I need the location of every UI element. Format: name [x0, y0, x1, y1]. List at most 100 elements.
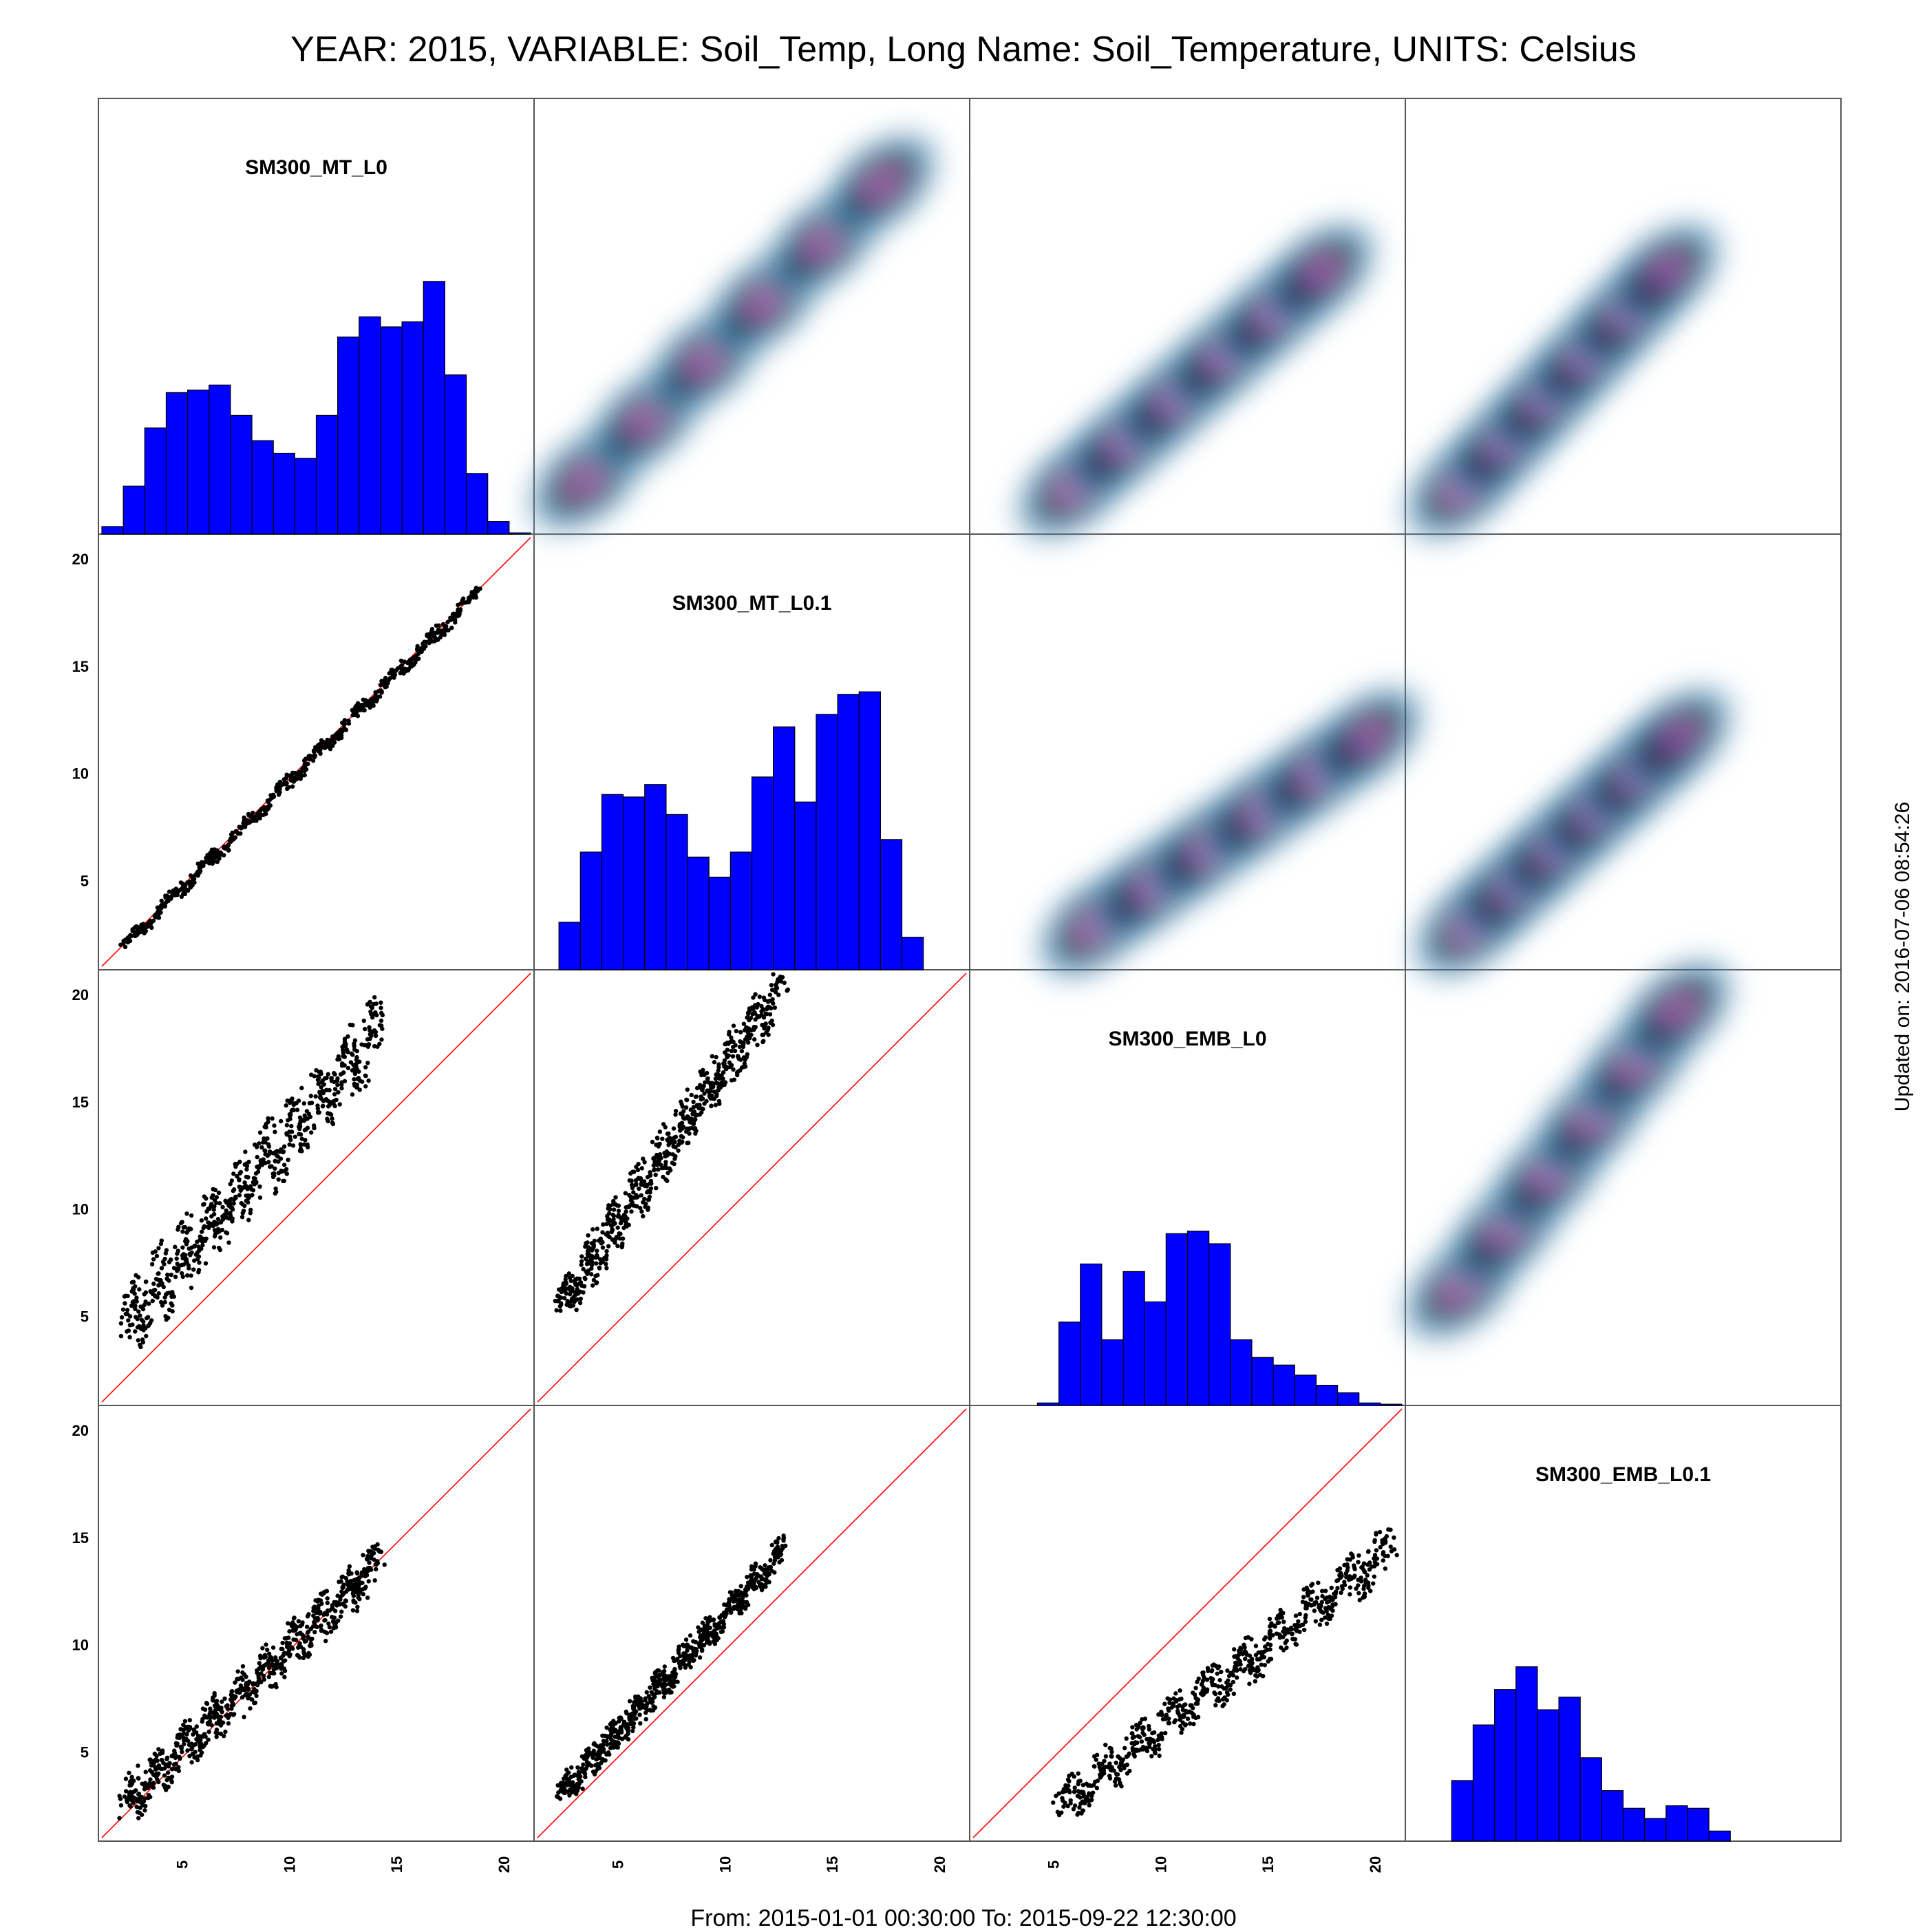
- hist-bar: [1708, 1830, 1731, 1842]
- data-point: [354, 1571, 360, 1576]
- data-point: [375, 1044, 380, 1049]
- data-point: [176, 1224, 181, 1229]
- data-point: [291, 1626, 297, 1632]
- hist-bar: [209, 384, 231, 535]
- data-point: [1268, 1647, 1273, 1652]
- data-point: [415, 644, 420, 649]
- data-point: [257, 1653, 263, 1658]
- data-point: [164, 1756, 169, 1762]
- data-point: [206, 1729, 211, 1734]
- data-point: [185, 1239, 190, 1244]
- data-point: [270, 1116, 275, 1121]
- data-point: [256, 1675, 262, 1681]
- data-point: [230, 1689, 235, 1694]
- data-point: [1319, 1604, 1323, 1609]
- data-point: [710, 1617, 715, 1623]
- data-point: [143, 1770, 148, 1774]
- data-point: [678, 1111, 683, 1116]
- data-point: [203, 1261, 209, 1266]
- data-point: [1140, 1727, 1145, 1732]
- data-point: [744, 1600, 749, 1604]
- data-point: [693, 1639, 699, 1645]
- data-point: [128, 933, 133, 937]
- data-point: [123, 1776, 129, 1781]
- data-point: [764, 1030, 769, 1035]
- data-point: [1374, 1532, 1378, 1537]
- data-point: [1237, 1659, 1243, 1664]
- data-point: [581, 1266, 586, 1272]
- data-point: [701, 1635, 705, 1639]
- data-point: [727, 1604, 732, 1609]
- data-point: [451, 611, 456, 616]
- data-point: [591, 1242, 596, 1247]
- data-point: [1394, 1553, 1399, 1558]
- data-point: [321, 1082, 327, 1087]
- data-point: [763, 1563, 767, 1568]
- data-point: [607, 1734, 613, 1739]
- data-point: [262, 1136, 266, 1141]
- data-point: [1156, 1712, 1161, 1717]
- data-point: [349, 1051, 354, 1056]
- data-point: [723, 1080, 728, 1085]
- data-point: [752, 1037, 757, 1042]
- data-point: [577, 1276, 582, 1282]
- data-point: [226, 1715, 231, 1720]
- x-tick-label: 10: [1152, 1856, 1169, 1873]
- data-point: [741, 1041, 746, 1046]
- data-point: [678, 1654, 683, 1659]
- data-point: [781, 1537, 786, 1542]
- data-point: [595, 1249, 599, 1253]
- data-point: [1256, 1650, 1261, 1655]
- data-point: [594, 1261, 599, 1266]
- data-point: [1294, 1626, 1299, 1631]
- data-point: [265, 1647, 270, 1653]
- data-point: [366, 1078, 371, 1083]
- data-point: [604, 1262, 608, 1266]
- data-point: [337, 1057, 342, 1062]
- data-point: [1140, 1745, 1146, 1750]
- data-point: [300, 1633, 305, 1637]
- data-point: [266, 1675, 271, 1679]
- data-point: [325, 1116, 330, 1121]
- data-point: [352, 1041, 356, 1046]
- data-point: [558, 1308, 563, 1313]
- data-point: [624, 1724, 628, 1729]
- data-point: [369, 1553, 374, 1558]
- data-point: [1178, 1717, 1182, 1722]
- data-point: [605, 1213, 610, 1219]
- data-point: [604, 1266, 609, 1271]
- hist-bar: [1472, 1724, 1495, 1842]
- data-point: [697, 1655, 703, 1660]
- data-point: [379, 1000, 383, 1005]
- data-point: [286, 1118, 290, 1123]
- data-point: [1330, 1597, 1335, 1602]
- data-point: [586, 1233, 590, 1238]
- data-point: [325, 1600, 330, 1606]
- data-point: [449, 625, 454, 630]
- data-point: [1150, 1730, 1155, 1736]
- data-point: [242, 1715, 246, 1719]
- data-point: [1080, 1808, 1086, 1813]
- data-point: [361, 1553, 365, 1558]
- data-point: [1101, 1768, 1107, 1773]
- data-point: [215, 1230, 220, 1235]
- data-point: [287, 1112, 292, 1117]
- data-point: [214, 1195, 220, 1200]
- data-point: [478, 586, 482, 591]
- data-point: [1377, 1529, 1383, 1535]
- data-point: [155, 905, 160, 910]
- data-point: [235, 1174, 239, 1179]
- data-point: [1182, 1712, 1186, 1717]
- data-point: [1063, 1801, 1067, 1805]
- data-point: [193, 1741, 198, 1747]
- data-point: [1365, 1573, 1370, 1578]
- data-point: [226, 1216, 231, 1221]
- data-point: [1162, 1730, 1168, 1736]
- data-point: [615, 1225, 620, 1230]
- data-point: [1269, 1621, 1274, 1626]
- data-point: [578, 1296, 583, 1302]
- data-point: [748, 1015, 754, 1021]
- data-point: [621, 1225, 626, 1231]
- data-point: [290, 1143, 296, 1148]
- data-point: [1196, 1676, 1201, 1681]
